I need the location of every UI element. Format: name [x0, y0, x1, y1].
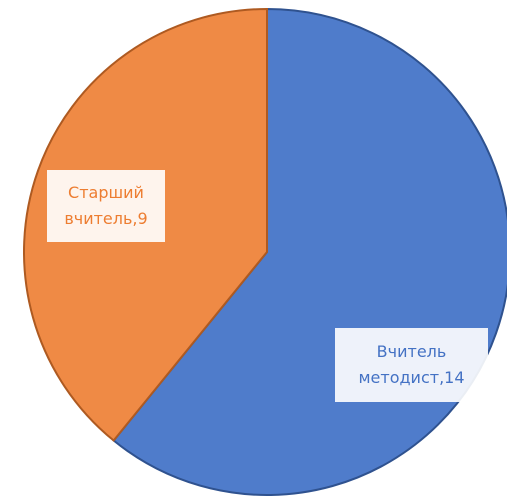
- data-label: Старший вчитель,9: [64, 183, 147, 228]
- label-box: [47, 170, 165, 242]
- data-label: Вчитель методист,14: [358, 342, 464, 387]
- label-box: [335, 328, 488, 402]
